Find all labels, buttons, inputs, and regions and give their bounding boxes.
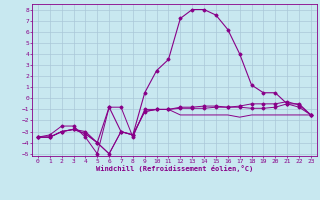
X-axis label: Windchill (Refroidissement éolien,°C): Windchill (Refroidissement éolien,°C) [96,165,253,172]
